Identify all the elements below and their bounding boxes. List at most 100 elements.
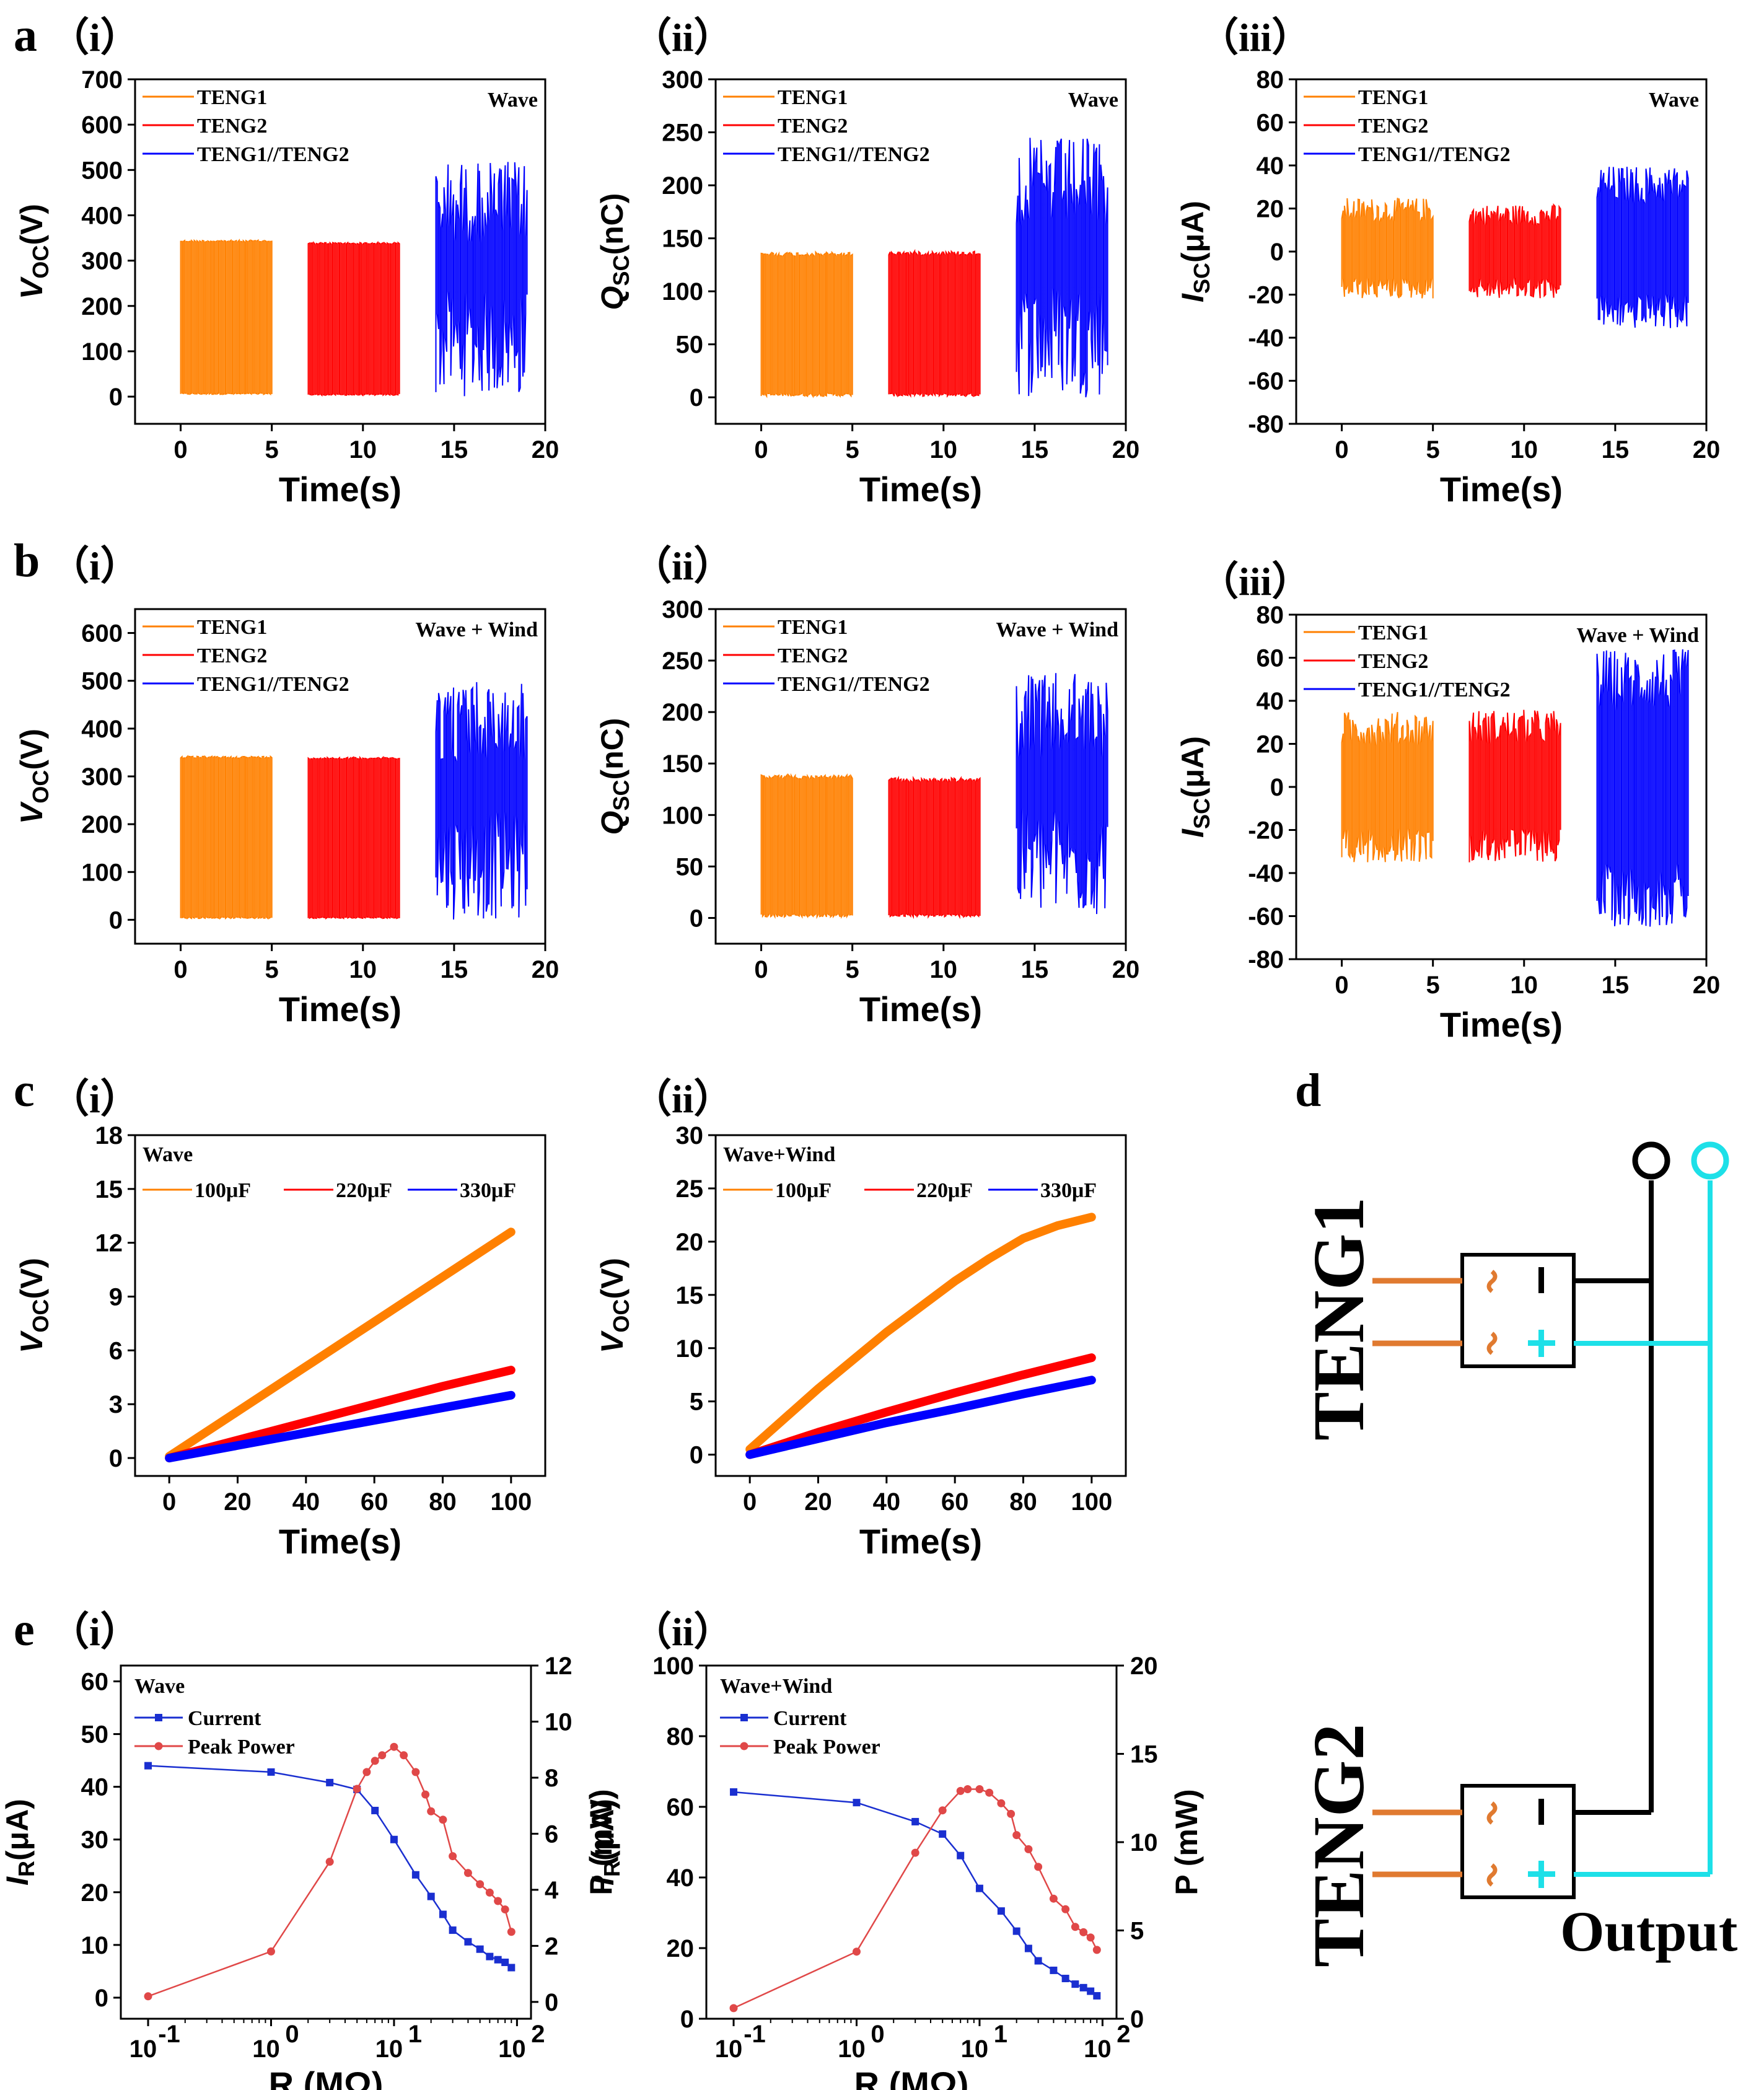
marker-circle: [390, 1742, 398, 1751]
chart-b-ii: 0 5 10 15 20 Time(s) 0 50 100 150 200 250 300 QSC(nC)…: [595, 596, 1139, 1029]
y-tick-label: 500: [81, 157, 123, 184]
marker-circle: [501, 1905, 509, 1914]
marker-square: [1012, 1927, 1020, 1935]
y-tick-label: -40: [1248, 325, 1284, 352]
series-TENG1//TENG2: [1016, 138, 1108, 398]
y-tick-label: 150: [662, 226, 703, 253]
plot-area: [144, 1742, 516, 2001]
x-tick-label: 0: [173, 436, 187, 463]
y-tick-label: 25: [676, 1175, 704, 1203]
teng2-box: [1460, 1784, 1576, 1899]
y2-axis-label: P (mW): [1169, 1789, 1204, 1895]
x-tick-label: 0: [743, 1488, 757, 1516]
chart-b-i: 0 5 10 15 20 Time(s) 0 100 200 300 400 500 600 VOC(V)…: [14, 608, 559, 1029]
x-axis-label: Time(s): [1440, 470, 1563, 509]
y-tick-label: 0: [690, 1442, 703, 1469]
y-axis-label: IR(μA): [586, 1799, 625, 1886]
y-tick-label: 40: [1257, 152, 1284, 180]
marker-circle: [911, 1848, 919, 1857]
legend-label: TENG2: [1358, 115, 1428, 138]
legend-label: 330μF: [460, 1179, 516, 1202]
y2-tick-label: 0: [545, 1989, 558, 2016]
series-100μF: [165, 1227, 516, 1461]
condition-label: Wave: [488, 89, 538, 112]
legend-label: 100μF: [775, 1179, 832, 1202]
series-Current: [733, 1791, 1098, 1996]
marker-square: [730, 1788, 738, 1796]
y-tick-label: 30: [81, 1827, 109, 1854]
x-tick-label: 15: [441, 956, 468, 983]
teng1-plus-icon-h: [1528, 1340, 1555, 1346]
sublabel-c-ii: （ii）: [632, 1077, 734, 1121]
chart-c-i: 0 20 40 60 80 100 Time(s) 0 3 6 9 12 15 18 VOC(V) Wave1…: [14, 1122, 546, 1561]
marker-circle: [421, 1790, 430, 1799]
legend-label: TENG1//TENG2: [197, 673, 349, 696]
marker-square: [144, 1762, 152, 1770]
y-tick-label: 50: [676, 332, 704, 359]
x-tick-label: 0: [754, 956, 768, 983]
x-tick-exponent: 2: [1117, 2021, 1130, 2048]
legend-marker: [154, 1742, 163, 1750]
condition-label: Wave: [143, 1143, 193, 1166]
y-tick-label: -40: [1248, 860, 1284, 887]
teng2-minus-icon: [1538, 1799, 1544, 1825]
legend-label: 220μF: [916, 1179, 973, 1202]
x-tick-label: 5: [1426, 972, 1440, 999]
marker-circle: [476, 1880, 485, 1889]
x-tick-label: 10: [1511, 972, 1538, 999]
series-220μF: [745, 1353, 1096, 1459]
y-tick-label: 20: [81, 1879, 109, 1907]
marker-circle: [963, 1785, 972, 1793]
y-tick-label: 100: [662, 802, 703, 829]
marker-circle: [449, 1852, 457, 1861]
sublabel-b-ii: （ii）: [632, 544, 734, 588]
y-tick-label: -20: [1248, 282, 1284, 309]
series-TENG2: [888, 248, 981, 398]
y-axis-label: VOC(V): [14, 1258, 53, 1353]
y2-tick-label: 20: [1130, 1653, 1158, 1680]
y-tick-label: 100: [652, 1653, 694, 1680]
panel-label-e: e: [14, 1604, 35, 1656]
chart-a-iii: 0 5 10 15 20 Time(s) -80 -60 -40 -20 0 20 40 60 80 ISC(…: [1175, 66, 1720, 509]
y-axis-label: QSC(nC): [595, 193, 634, 310]
x-tick-label: 100: [1071, 1488, 1112, 1516]
legend-label: TENG1//TENG2: [197, 143, 349, 166]
x-tick-label: 15: [441, 436, 468, 463]
y-tick-label: 0: [690, 905, 703, 932]
y-tick-label: 200: [662, 172, 703, 200]
x-tick-label: 15: [1602, 972, 1630, 999]
series-330μF: [165, 1390, 516, 1463]
y-tick-label: -20: [1248, 817, 1284, 845]
x-tick-label: 15: [1021, 956, 1049, 983]
output-label: Output: [1560, 1900, 1738, 1963]
condition-label: Wave: [134, 1675, 185, 1698]
chart-a-ii: 0 5 10 15 20 Time(s) 0 50 100 150 200 250 300 QSC(nC)…: [595, 66, 1139, 509]
x-tick-label: 0: [173, 956, 187, 983]
y-tick-label: 40: [667, 1864, 695, 1892]
teng2-tilde-bottom-icon: [1486, 1863, 1498, 1887]
x-tick-label: 10: [129, 2035, 157, 2063]
y-axis-label: VOC(V): [595, 1258, 634, 1353]
x-tick-label: 20: [532, 956, 559, 983]
marker-circle: [1071, 1923, 1079, 1931]
chart-a-i: 0 5 10 15 20 Time(s) 0 100 200 300 400 500 600 700 VOC…: [14, 66, 559, 509]
y-tick-label: 60: [667, 1794, 695, 1821]
marker-circle: [400, 1751, 408, 1760]
y-tick-label: 15: [676, 1282, 704, 1309]
x-tick-label: 15: [1602, 436, 1630, 463]
charts-layer: 0 5 10 15 20Time(s)0100200300400500600700VOC…: [0, 66, 1720, 2090]
marker-square: [464, 1938, 472, 1946]
x-tick-exponent: -1: [744, 2021, 766, 2048]
y-axis-label: IR(μA): [0, 1799, 39, 1886]
marker-square: [1034, 1957, 1042, 1965]
panel-label-a: a: [14, 9, 37, 61]
y-tick-label: 60: [1257, 645, 1284, 672]
x-tick-label: 20: [1693, 436, 1721, 463]
teng1-box: [1460, 1253, 1576, 1368]
marker-square: [476, 1945, 484, 1953]
x-tick-label: 10: [252, 2035, 280, 2063]
y-tick-label: 100: [662, 278, 703, 305]
x-tick-label: 10: [838, 2035, 866, 2063]
legend-label: Peak Power: [773, 1736, 880, 1758]
